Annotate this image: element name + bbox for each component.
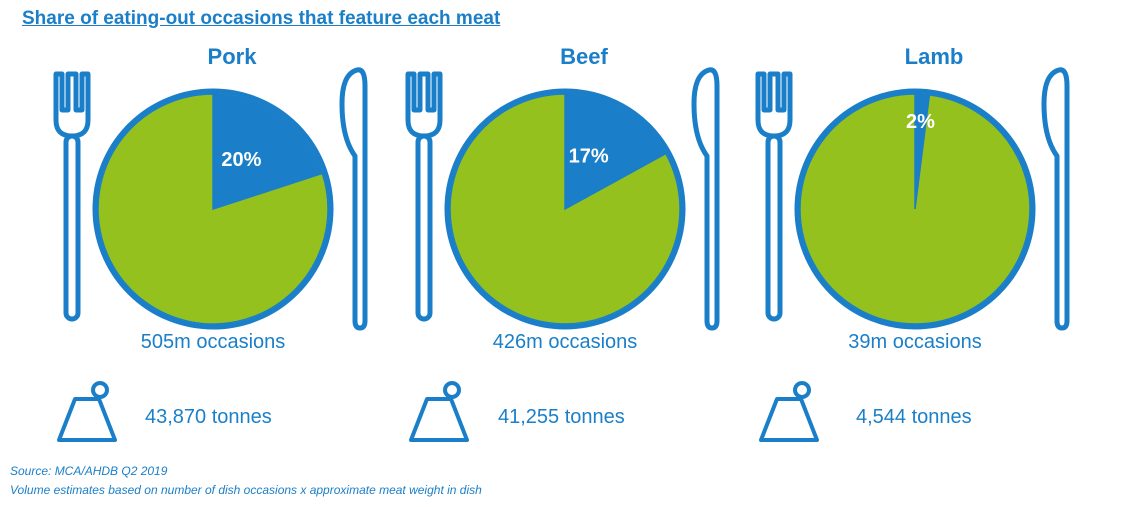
chart-title: Share of eating-out occasions that featu…	[22, 8, 501, 29]
pork-share-label: 20%	[221, 149, 261, 171]
knife-icon	[1041, 67, 1070, 331]
pork-panel: Pork 20% 505m occasions 43,870 tonnes	[52, 38, 412, 448]
fork-icon	[755, 71, 793, 322]
beef-pie	[449, 93, 681, 325]
source-note: Source: MCA/AHDB Q2 2019	[10, 464, 168, 478]
pork-occasions: 505m occasions	[140, 331, 286, 353]
plate-rim	[444, 88, 686, 330]
beef-panel: Beef 17% 426m occasions 41,255 tonnes	[404, 38, 764, 448]
fork-icon	[53, 71, 91, 322]
lamb-pie	[799, 93, 1031, 325]
pie-slice-beef	[564, 93, 667, 211]
knife-icon	[691, 67, 720, 331]
pork-plate: 20%	[53, 67, 368, 331]
lamb-panel: Lamb 2% 39m occasions 4,544 tonnes	[754, 38, 1114, 448]
pie-slice-pork	[212, 93, 324, 211]
lamb-tonnes: 4,544 tonnes	[856, 406, 972, 428]
knife-icon	[339, 67, 368, 331]
lamb-share-label: 2%	[906, 111, 935, 133]
pork-title: Pork	[207, 44, 257, 69]
beef-occasions: 426m occasions	[492, 331, 638, 353]
pork-pie	[97, 93, 329, 325]
pie-slice-other	[799, 93, 1031, 325]
fork-icon	[405, 71, 443, 322]
beef-plate: 17%	[405, 67, 720, 331]
beef-share-label: 17%	[569, 146, 609, 168]
weight-icon	[409, 381, 469, 442]
weight-icon	[57, 381, 117, 442]
lamb-title: Lamb	[904, 44, 964, 69]
beef-title: Beef	[560, 44, 608, 69]
plate-rim	[92, 88, 334, 330]
lamb-plate: 2%	[755, 67, 1070, 331]
pork-tonnes: 43,870 tonnes	[145, 406, 272, 428]
method-note: Volume estimates based on number of dish…	[10, 483, 482, 497]
plate-rim	[794, 88, 1036, 330]
weight-icon	[759, 381, 819, 442]
pie-slice-other	[449, 93, 681, 325]
beef-tonnes: 41,255 tonnes	[498, 406, 625, 428]
lamb-occasions: 39m occasions	[848, 331, 982, 353]
pie-slice-other	[97, 93, 329, 325]
